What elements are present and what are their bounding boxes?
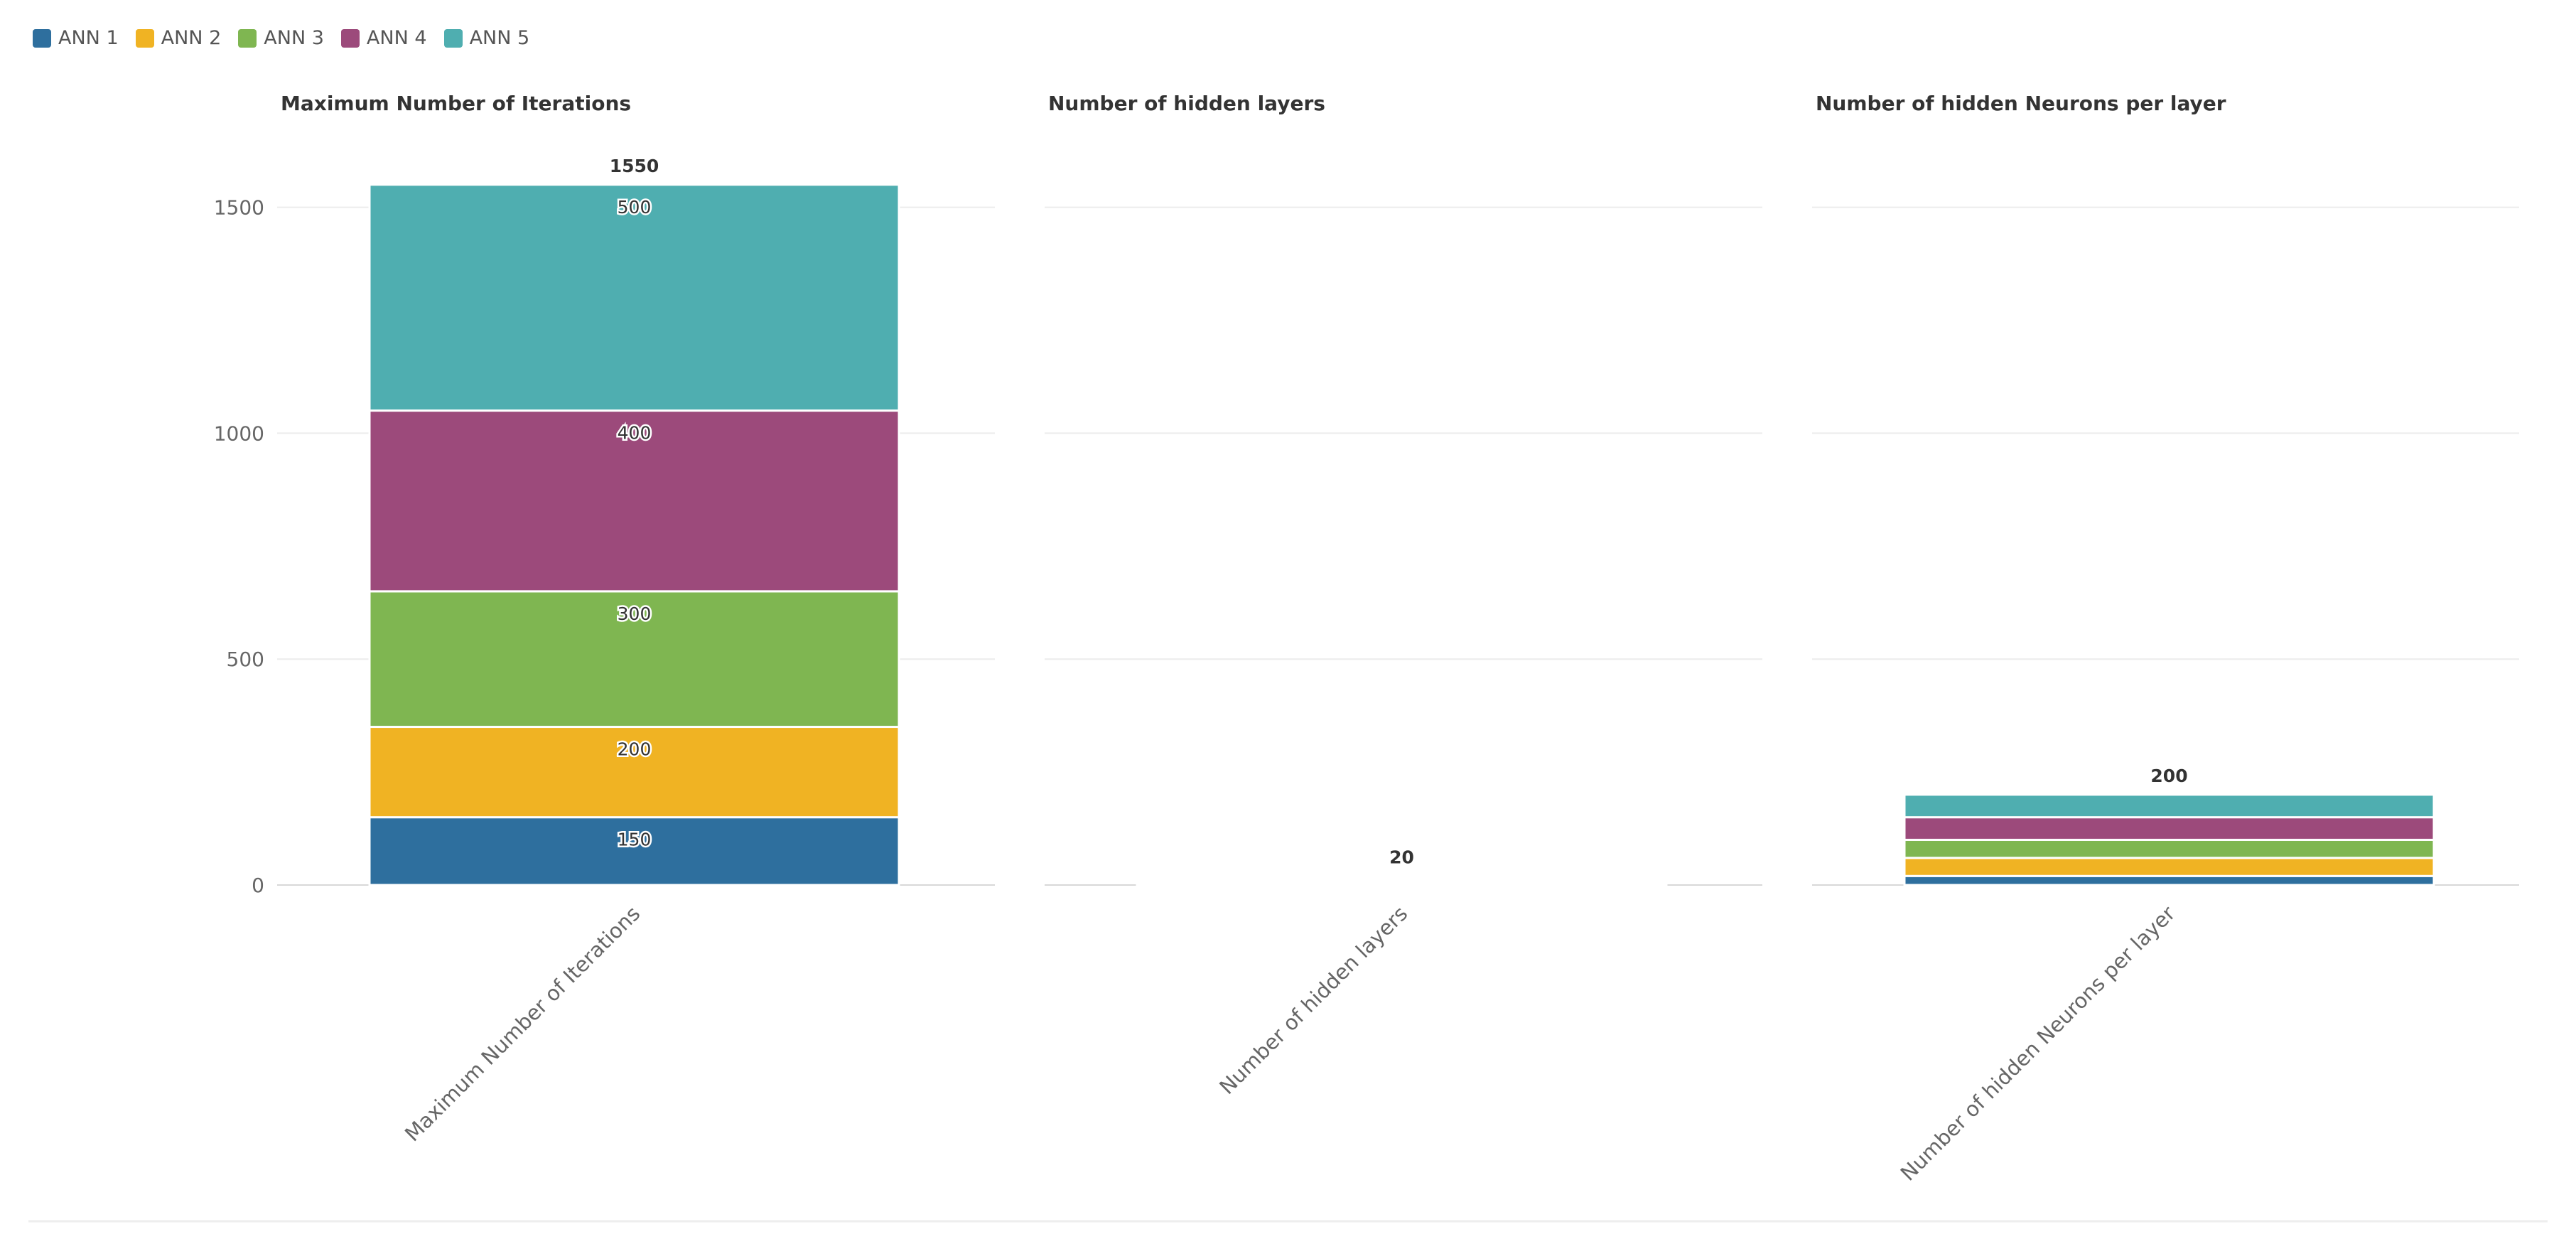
bar-segment-ann-5[interactable] bbox=[1136, 874, 1668, 879]
legend-label: ANN 5 bbox=[469, 27, 530, 49]
total-label: 200 bbox=[2150, 766, 2187, 786]
legend-swatch bbox=[443, 28, 463, 48]
bar-segment-ann-5[interactable] bbox=[1903, 793, 2435, 819]
segment-label: 200 bbox=[618, 739, 652, 760]
total-label: 1550 bbox=[610, 156, 659, 176]
legend-item-ann-5[interactable]: ANN 5 bbox=[443, 27, 530, 49]
legend-label: ANN 1 bbox=[58, 27, 119, 49]
bar-segment-ann-2[interactable] bbox=[1903, 857, 2435, 877]
bar-segment-ann-4[interactable] bbox=[368, 409, 900, 593]
segment-label: 150 bbox=[618, 830, 652, 850]
legend-item-ann-2[interactable]: ANN 2 bbox=[135, 27, 222, 49]
y-tick-label: 1500 bbox=[214, 196, 264, 220]
legend-item-ann-3[interactable]: ANN 3 bbox=[238, 27, 324, 49]
bar-segment-ann-3[interactable] bbox=[1903, 838, 2435, 859]
y-tick-label: 500 bbox=[227, 648, 264, 671]
segment-label: 400 bbox=[618, 423, 652, 444]
legend-item-ann-1[interactable]: ANN 1 bbox=[33, 27, 119, 49]
y-tick-label: 0 bbox=[252, 874, 264, 897]
legend-swatch bbox=[33, 28, 51, 48]
legend-swatch bbox=[340, 28, 360, 48]
bar-segment-ann-3[interactable] bbox=[368, 590, 900, 729]
y-tick-label: 1000 bbox=[214, 422, 264, 445]
bar-segment-ann-4[interactable] bbox=[1903, 816, 2435, 841]
bar-segment-ann-1[interactable] bbox=[1903, 874, 2435, 886]
legend-label: ANN 2 bbox=[161, 27, 222, 49]
legend-swatch bbox=[135, 28, 154, 48]
legend-swatch bbox=[238, 28, 257, 48]
total-label: 20 bbox=[1389, 847, 1414, 867]
x-tick-label: Maximum Number of Iterations bbox=[400, 901, 645, 1146]
legend-item-ann-4[interactable]: ANN 4 bbox=[340, 27, 427, 49]
legend: ANN 1 ANN 2 ANN 3 ANN 4 ANN 5 bbox=[33, 27, 546, 49]
segment-label: 500 bbox=[618, 197, 652, 218]
bar-segment-ann-1[interactable] bbox=[368, 816, 900, 886]
panel-title-maximum-number-of-iterations: Maximum Number of Iterations bbox=[281, 92, 631, 115]
legend-label: ANN 3 bbox=[264, 27, 324, 49]
bar-segment-ann-5[interactable] bbox=[368, 183, 900, 412]
segment-label: 300 bbox=[618, 604, 652, 624]
panel-title-number-of-hidden-neurons-per-layer: Number of hidden Neurons per layer bbox=[1816, 92, 2226, 115]
legend-label: ANN 4 bbox=[366, 27, 427, 49]
x-tick-label: Number of hidden Neurons per layer bbox=[1896, 901, 2180, 1186]
panel-title-number-of-hidden-layers: Number of hidden layers bbox=[1048, 92, 1325, 115]
x-tick-label: Number of hidden layers bbox=[1214, 901, 1412, 1099]
